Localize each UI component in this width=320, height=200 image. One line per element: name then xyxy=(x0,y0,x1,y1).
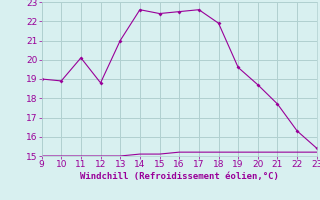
X-axis label: Windchill (Refroidissement éolien,°C): Windchill (Refroidissement éolien,°C) xyxy=(80,172,279,181)
